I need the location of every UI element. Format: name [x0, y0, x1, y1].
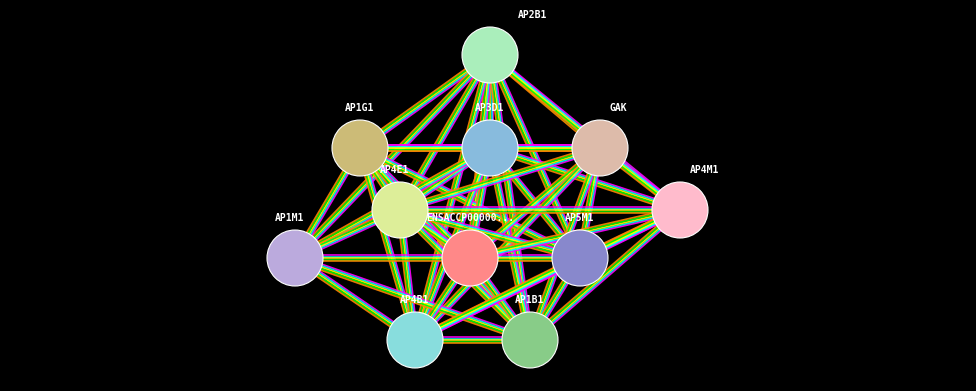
Text: AP3D1: AP3D1: [475, 103, 505, 113]
Circle shape: [552, 230, 608, 286]
Circle shape: [652, 182, 708, 238]
Text: AP1G1: AP1G1: [346, 103, 375, 113]
Text: ENSACCP00000...: ENSACCP00000...: [426, 213, 514, 223]
Text: GAK: GAK: [610, 103, 628, 113]
Text: AP4B1: AP4B1: [400, 295, 429, 305]
Circle shape: [267, 230, 323, 286]
Circle shape: [572, 120, 628, 176]
Text: AP4M1: AP4M1: [690, 165, 719, 175]
Circle shape: [332, 120, 388, 176]
Text: AP1B1: AP1B1: [515, 295, 545, 305]
Text: AP4E1: AP4E1: [381, 165, 410, 175]
Text: AP2B1: AP2B1: [518, 10, 548, 20]
Circle shape: [502, 312, 558, 368]
Text: AP5M1: AP5M1: [565, 213, 594, 223]
Circle shape: [462, 120, 518, 176]
Circle shape: [372, 182, 428, 238]
Circle shape: [462, 27, 518, 83]
Circle shape: [387, 312, 443, 368]
Text: AP1M1: AP1M1: [275, 213, 305, 223]
Circle shape: [442, 230, 498, 286]
